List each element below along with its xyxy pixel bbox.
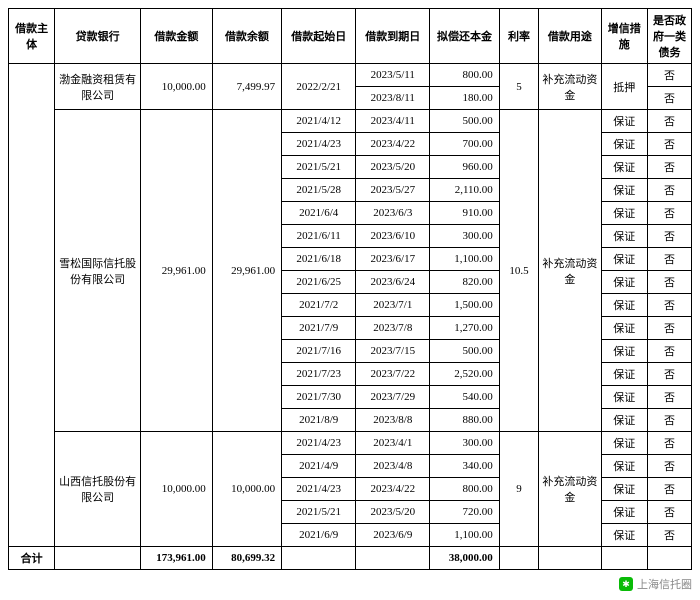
total-principal: 38,000.00 xyxy=(430,547,499,570)
due-cell: 2023/8/11 xyxy=(356,87,430,110)
col-gov: 是否政府一类债务 xyxy=(647,9,691,64)
loan-table: 借款主体 贷款银行 借款金额 借款余额 借款起始日 借款到期日 拟偿还本金 利率… xyxy=(8,8,692,570)
footer: ✱ 上海信托圈 xyxy=(8,576,692,592)
due-cell: 2023/5/11 xyxy=(356,64,430,87)
principal-cell: 180.00 xyxy=(430,87,499,110)
principal-cell: 500.00 xyxy=(430,110,499,133)
credit-cell: 抵押 xyxy=(601,64,647,110)
amount-cell: 29,961.00 xyxy=(140,110,212,432)
wechat-icon: ✱ xyxy=(619,577,633,591)
table-row: 雪松国际信托股份有限公司 29,961.00 29,961.00 2021/4/… xyxy=(9,110,692,133)
credit-cell: 保证 xyxy=(601,110,647,133)
table-row: 渤金融资租赁有限公司 10,000.00 7,499.97 2022/2/21 … xyxy=(9,64,692,87)
col-lender: 贷款银行 xyxy=(55,9,141,64)
use-cell: 补充流动资金 xyxy=(539,432,602,547)
gov-cell: 否 xyxy=(647,110,691,133)
use-cell: 补充流动资金 xyxy=(539,110,602,432)
col-balance: 借款余额 xyxy=(212,9,281,64)
footer-text: 上海信托圈 xyxy=(637,576,692,592)
rate-cell: 10.5 xyxy=(499,110,538,432)
gov-cell: 否 xyxy=(647,64,691,87)
use-cell: 补充流动资金 xyxy=(539,64,602,110)
col-rate: 利率 xyxy=(499,9,538,64)
header-row: 借款主体 贷款银行 借款金额 借款余额 借款起始日 借款到期日 拟偿还本金 利率… xyxy=(9,9,692,64)
col-start: 借款起始日 xyxy=(282,9,356,64)
col-borrower: 借款主体 xyxy=(9,9,55,64)
lender-cell: 渤金融资租赁有限公司 xyxy=(55,64,141,110)
total-balance: 80,699.32 xyxy=(212,547,281,570)
col-due: 借款到期日 xyxy=(356,9,430,64)
amount-cell: 10,000.00 xyxy=(140,64,212,110)
total-label: 合计 xyxy=(9,547,55,570)
borrower-cell xyxy=(9,64,55,547)
gov-cell: 否 xyxy=(647,87,691,110)
rate-cell: 9 xyxy=(499,432,538,547)
col-principal: 拟偿还本金 xyxy=(430,9,499,64)
total-amount: 173,961.00 xyxy=(140,547,212,570)
balance-cell: 29,961.00 xyxy=(212,110,281,432)
start-cell: 2022/2/21 xyxy=(282,64,356,110)
table-row: 山西信托股份有限公司 10,000.00 10,000.00 2021/4/23… xyxy=(9,432,692,455)
col-amount: 借款金额 xyxy=(140,9,212,64)
principal-cell: 800.00 xyxy=(430,64,499,87)
lender-cell: 雪松国际信托股份有限公司 xyxy=(55,110,141,432)
start-cell: 2021/4/12 xyxy=(282,110,356,133)
amount-cell: 10,000.00 xyxy=(140,432,212,547)
col-credit: 增信措施 xyxy=(601,9,647,64)
rate-cell: 5 xyxy=(499,64,538,110)
col-use: 借款用途 xyxy=(539,9,602,64)
balance-cell: 10,000.00 xyxy=(212,432,281,547)
due-cell: 2023/4/11 xyxy=(356,110,430,133)
lender-cell: 山西信托股份有限公司 xyxy=(55,432,141,547)
total-row: 合计 173,961.00 80,699.32 38,000.00 xyxy=(9,547,692,570)
balance-cell: 7,499.97 xyxy=(212,64,281,110)
